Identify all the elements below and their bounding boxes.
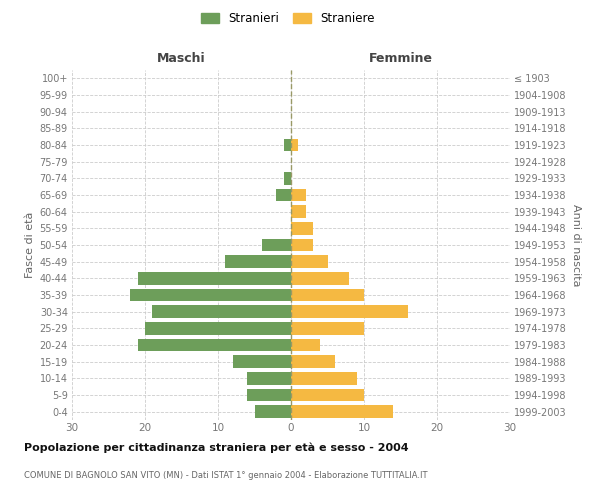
Bar <box>226 256 291 268</box>
Bar <box>291 272 349 284</box>
Bar <box>138 339 291 351</box>
Bar <box>291 322 364 334</box>
Text: Maschi: Maschi <box>157 52 206 65</box>
Bar <box>233 356 291 368</box>
Bar <box>138 272 291 284</box>
Bar <box>152 306 291 318</box>
Bar <box>291 206 305 218</box>
Bar <box>291 356 335 368</box>
Y-axis label: Fasce di età: Fasce di età <box>25 212 35 278</box>
Y-axis label: Anni di nascita: Anni di nascita <box>571 204 581 286</box>
Bar <box>247 372 291 384</box>
Bar <box>291 256 328 268</box>
Legend: Stranieri, Straniere: Stranieri, Straniere <box>197 8 379 28</box>
Bar <box>291 188 305 201</box>
Text: Femmine: Femmine <box>368 52 433 65</box>
Bar <box>291 138 298 151</box>
Bar <box>291 239 313 251</box>
Bar <box>284 138 291 151</box>
Bar <box>277 188 291 201</box>
Bar <box>247 389 291 401</box>
Bar <box>254 406 291 418</box>
Bar <box>291 222 313 234</box>
Text: COMUNE DI BAGNOLO SAN VITO (MN) - Dati ISTAT 1° gennaio 2004 - Elaborazione TUTT: COMUNE DI BAGNOLO SAN VITO (MN) - Dati I… <box>24 471 427 480</box>
Bar <box>291 306 408 318</box>
Bar <box>291 406 393 418</box>
Bar <box>291 372 356 384</box>
Bar <box>291 289 364 301</box>
Bar <box>291 339 320 351</box>
Bar <box>145 322 291 334</box>
Bar <box>284 172 291 184</box>
Bar <box>262 239 291 251</box>
Text: Popolazione per cittadinanza straniera per età e sesso - 2004: Popolazione per cittadinanza straniera p… <box>24 442 409 453</box>
Bar <box>130 289 291 301</box>
Bar <box>291 389 364 401</box>
